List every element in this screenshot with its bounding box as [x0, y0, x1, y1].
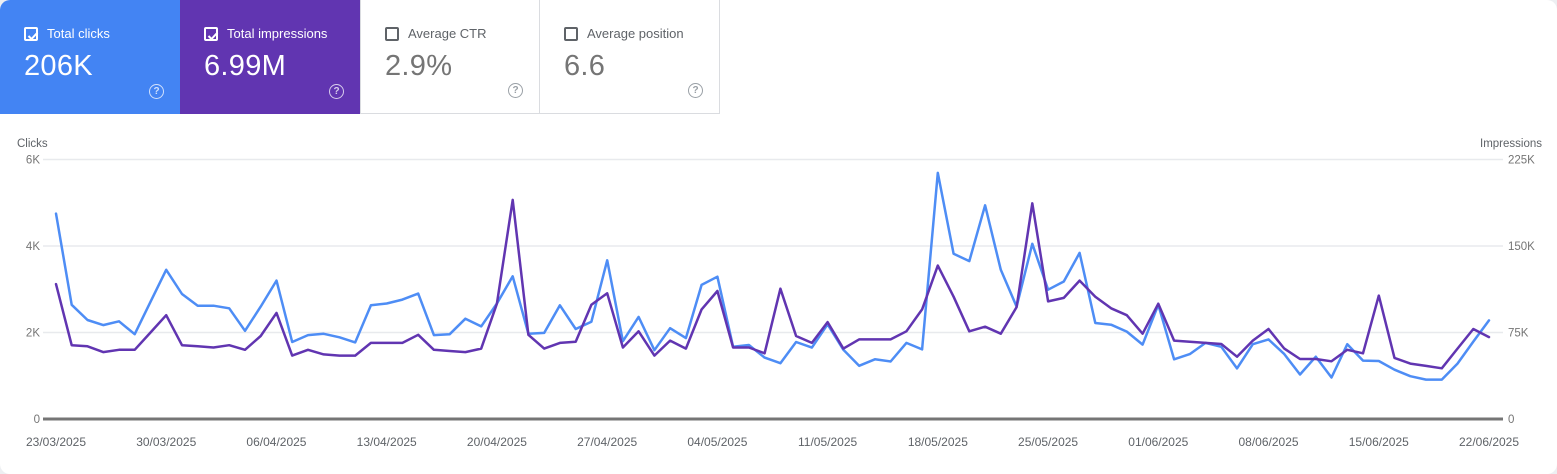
chart-area[interactable]: 6K 4K 2K 0 225K 150K 75K 0 Clicks Impressions 23/0… [0, 134, 1557, 474]
x-axis-date-label: 04/05/2025 [687, 435, 747, 449]
average-ctr-checkbox[interactable] [385, 26, 399, 41]
card-label: Total clicks [47, 26, 110, 41]
x-axis-date-label: 20/04/2025 [467, 435, 527, 449]
total-impressions-value: 6.99M [204, 50, 287, 82]
card-label: Total impressions [227, 26, 328, 41]
impressions-line [54, 198, 1491, 370]
right-axis-title: Impressions [1480, 138, 1542, 150]
left-axis-tick: 6K [26, 155, 40, 167]
check-icon [27, 31, 39, 40]
x-axis-date-label: 01/06/2025 [1128, 435, 1188, 449]
x-axis-date-label: 23/03/2025 [26, 435, 86, 449]
performance-chart[interactable]: 6K 4K 2K 0 225K 150K 75K 0 Clicks Impressions 23/0… [0, 134, 1557, 474]
help-icon[interactable]: ? [688, 83, 703, 98]
clicks-line [54, 171, 1491, 381]
help-icon[interactable]: ? [329, 84, 344, 99]
x-axis-date-label: 15/06/2025 [1349, 435, 1409, 449]
card-total-clicks[interactable]: Total clicks 206K ? [0, 0, 180, 114]
average-position-checkbox[interactable] [564, 26, 578, 41]
x-axis-date-label: 08/06/2025 [1239, 435, 1299, 449]
left-axis-tick: 0 [34, 414, 40, 426]
average-position-value: 6.6 [564, 50, 606, 82]
x-axis-date-label: 13/04/2025 [357, 435, 417, 449]
right-axis-tick: 75K [1508, 328, 1529, 340]
x-axis-date-label: 22/06/2025 [1459, 435, 1519, 449]
card-total-impressions[interactable]: Total impressions 6.99M ? [180, 0, 360, 114]
right-axis-tick: 225K [1508, 155, 1535, 167]
left-axis-title: Clicks [17, 138, 48, 150]
left-axis-tick: 4K [26, 241, 40, 253]
help-icon[interactable]: ? [149, 84, 164, 99]
card-label: Average position [587, 26, 684, 41]
x-axis-date-label: 25/05/2025 [1018, 435, 1078, 449]
total-impressions-checkbox[interactable] [204, 26, 219, 41]
card-average-ctr[interactable]: Average CTR 2.9% ? [360, 0, 540, 114]
average-ctr-value: 2.9% [385, 50, 453, 82]
total-clicks-value: 206K [24, 50, 93, 82]
total-clicks-checkbox[interactable] [24, 26, 39, 41]
right-axis-tick: 0 [1508, 414, 1514, 426]
x-axis-date-label: 06/04/2025 [246, 435, 306, 449]
x-axis-date-label: 18/05/2025 [908, 435, 968, 449]
x-axis-date-label: 30/03/2025 [136, 435, 196, 449]
card-average-position[interactable]: Average position 6.6 ? [540, 0, 720, 114]
metric-cards: Total clicks 206K ? Total impressions 6.… [0, 0, 720, 114]
x-axis-date-label: 27/04/2025 [577, 435, 637, 449]
check-icon [207, 31, 219, 40]
x-axis-date-label: 11/05/2025 [798, 435, 857, 449]
left-axis-tick: 2K [26, 328, 40, 340]
right-axis-tick: 150K [1508, 241, 1535, 253]
help-icon[interactable]: ? [508, 83, 523, 98]
card-label: Average CTR [408, 26, 487, 41]
